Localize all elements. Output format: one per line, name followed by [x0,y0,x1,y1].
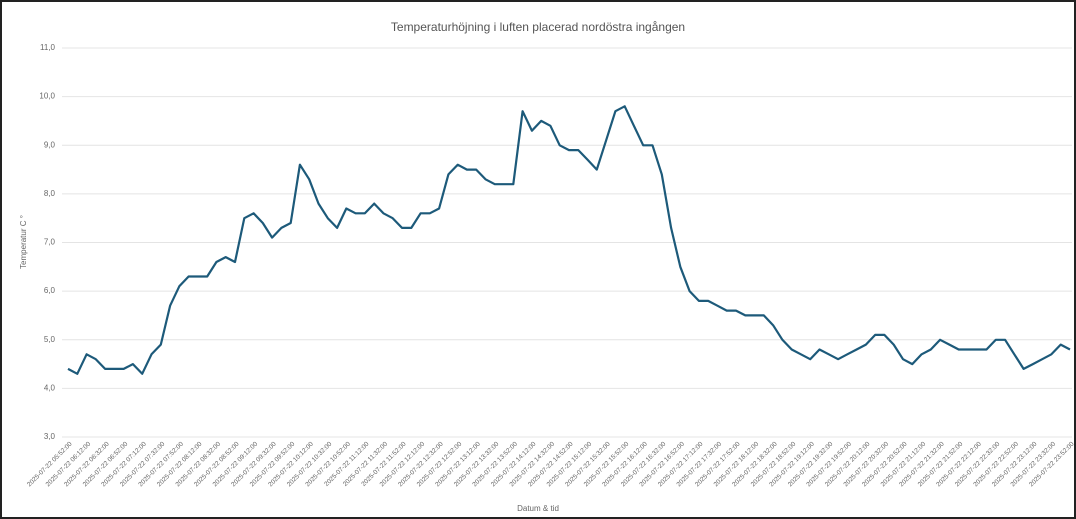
y-tick-label: 7,0 [44,238,56,247]
y-axis-title: Temperatur C ° [19,215,28,269]
y-tick-label: 8,0 [44,189,56,198]
chart-title: Temperaturhöjning i luften placerad nord… [391,20,685,34]
y-tick-label: 11,0 [40,43,56,52]
y-tick-label: 4,0 [44,383,56,392]
x-axis-title: Datum & tid [517,504,559,513]
y-tick-label: 5,0 [44,335,56,344]
y-tick-label: 9,0 [44,140,56,149]
data-line [67,105,1071,375]
y-tick-label: 3,0 [44,432,56,441]
y-tick-label: 10,0 [39,92,55,101]
y-tick-label: 6,0 [44,286,56,295]
